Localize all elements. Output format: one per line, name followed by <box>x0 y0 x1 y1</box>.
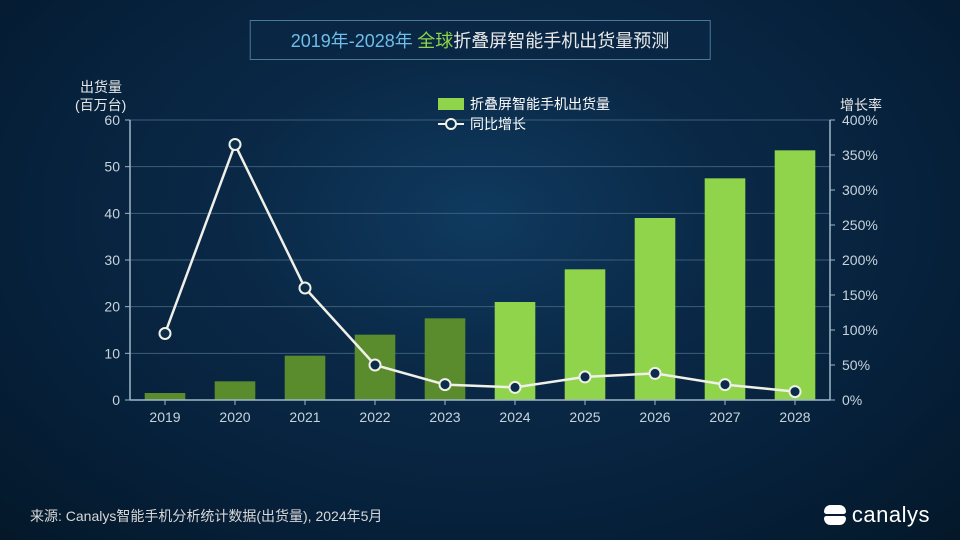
chart-title: 2019年-2028年 全球折叠屏智能手机出货量预测 <box>250 20 711 60</box>
svg-text:2027: 2027 <box>709 409 740 425</box>
svg-text:2021: 2021 <box>289 409 320 425</box>
svg-text:400%: 400% <box>842 112 878 128</box>
svg-text:2024: 2024 <box>499 409 530 425</box>
svg-text:300%: 300% <box>842 182 878 198</box>
svg-text:2025: 2025 <box>569 409 600 425</box>
svg-text:20: 20 <box>104 299 120 315</box>
svg-text:增长率: 增长率 <box>840 97 882 113</box>
slide: 2019年-2028年 全球折叠屏智能手机出货量预测 出货量 (百万台) 增长率 0 1… <box>0 0 960 540</box>
svg-text:60: 60 <box>104 112 120 128</box>
svg-text:同比增长: 同比增长 <box>470 116 526 132</box>
svg-text:40: 40 <box>104 205 120 221</box>
svg-text:350%: 350% <box>842 147 878 163</box>
logo-text: canalys <box>852 502 930 528</box>
svg-text:100%: 100% <box>842 322 878 338</box>
svg-text:2028: 2028 <box>779 409 810 425</box>
svg-text:0: 0 <box>112 392 120 408</box>
chart: 出货量 (百万台) 增长率 0 10 20 30 40 50 60 0% 50% 100% 150% 200… <box>60 75 900 455</box>
svg-text:250%: 250% <box>842 217 878 233</box>
chart-svg: 出货量 (百万台) 增长率 0 10 20 30 40 50 60 0% 50% 100% 150% 200… <box>60 75 900 455</box>
svg-text:150%: 150% <box>842 287 878 303</box>
svg-text:2026: 2026 <box>639 409 670 425</box>
svg-text:200%: 200% <box>842 252 878 268</box>
canalys-icon <box>824 504 846 526</box>
svg-text:2020: 2020 <box>219 409 250 425</box>
svg-text:50: 50 <box>104 159 120 175</box>
svg-text:2022: 2022 <box>359 409 390 425</box>
source-text: 来源: Canalys智能手机分析统计数据(出货量), 2024年5月 <box>30 506 382 526</box>
title-years: 2019年-2028年 <box>291 31 413 51</box>
svg-text:10: 10 <box>104 345 120 361</box>
title-rest: 折叠屏智能手机出货量预测 <box>453 31 669 51</box>
svg-text:50%: 50% <box>842 357 870 373</box>
svg-text:2019: 2019 <box>149 409 180 425</box>
svg-text:折叠屏智能手机出货量: 折叠屏智能手机出货量 <box>470 96 610 112</box>
svg-text:30: 30 <box>104 252 120 268</box>
svg-text:0%: 0% <box>842 392 862 408</box>
svg-text:出货量: 出货量 <box>80 79 122 95</box>
logo: canalys <box>824 502 930 528</box>
svg-text:2023: 2023 <box>429 409 460 425</box>
svg-text:(百万台): (百万台) <box>75 97 126 113</box>
title-green: 全球 <box>417 31 453 51</box>
